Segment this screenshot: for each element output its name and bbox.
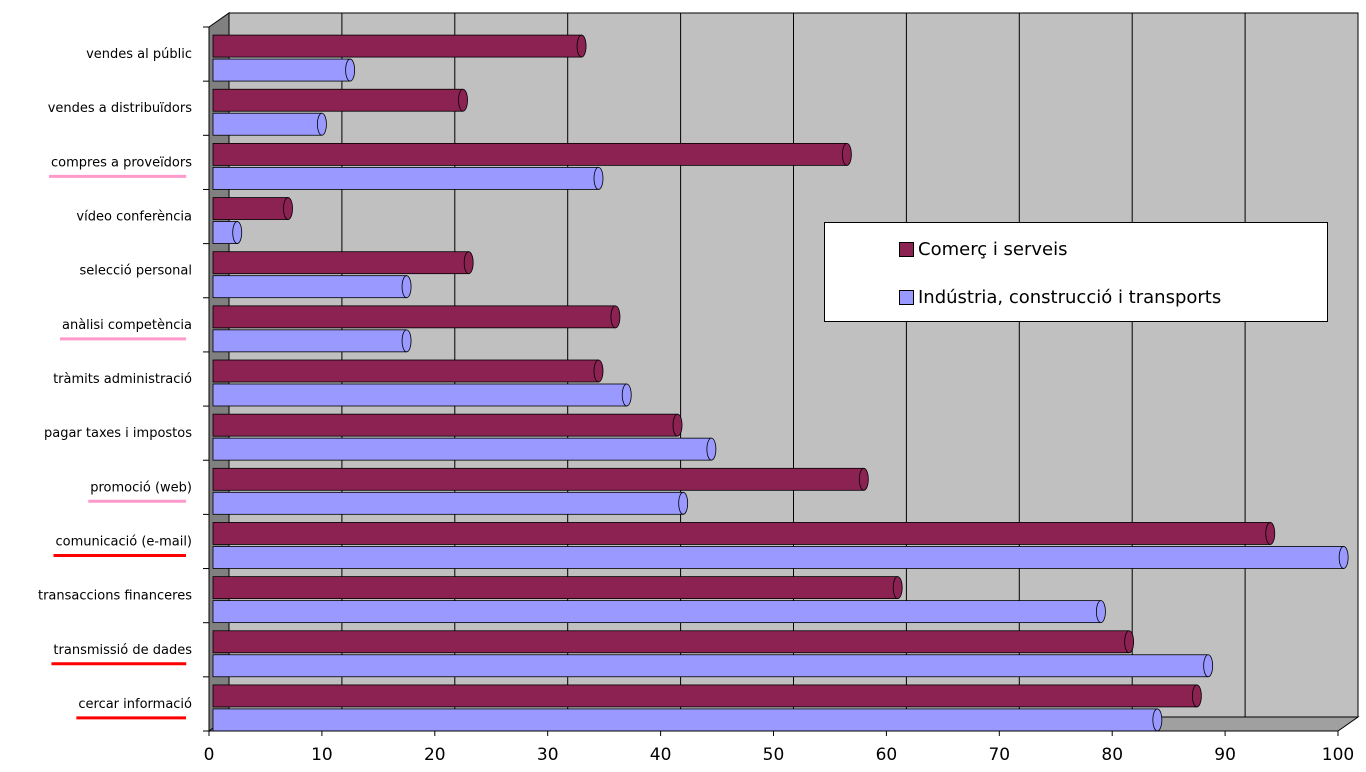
bar-industria [212, 546, 1345, 569]
bar-comerc [212, 88, 464, 112]
bar-cap [458, 88, 468, 112]
legend: Comerç i serveis Indústria, construcció … [824, 222, 1328, 322]
bar-cap [1152, 708, 1163, 732]
bar-industria [212, 58, 351, 82]
bar-comerc [212, 34, 582, 58]
category-label: vendes al públic [86, 47, 192, 62]
category-label: compres a proveïdors [51, 155, 192, 170]
bar-industria [212, 437, 712, 461]
x-tick-label: 100 [1322, 745, 1354, 765]
x-tick-label: 30 [537, 745, 559, 765]
bar-cap [858, 467, 869, 491]
x-tick-label: 80 [1101, 745, 1123, 765]
bar-cap [593, 359, 604, 383]
category-label: transmissió de dades [53, 643, 192, 658]
category-label: pagar taxes i impostos [44, 426, 192, 441]
bar-cap [672, 413, 683, 437]
label-underlines [49, 174, 187, 720]
x-tick-label: 90 [1214, 745, 1236, 765]
bar-cap [892, 576, 903, 600]
bar-cap [345, 58, 356, 82]
bar-industria [212, 329, 407, 353]
bar-industria [212, 708, 1158, 732]
bar-comerc [212, 413, 678, 437]
legend-item-series-1: Comerç i serveis [899, 239, 1068, 260]
legend-swatch [899, 242, 914, 257]
bar-comerc [212, 630, 1130, 654]
category-labels: vendes al públic vendes a distribuïdors co… [38, 47, 192, 712]
category-label: tràmits administració [53, 372, 192, 387]
category-label: selecció personal [79, 264, 192, 279]
bar-comerc [212, 142, 848, 166]
x-tick-label: 0 [204, 745, 215, 765]
bar-cap [576, 34, 587, 58]
bar-comerc [212, 467, 865, 491]
bar-cap [401, 275, 412, 299]
x-tick-label: 60 [876, 745, 898, 765]
bar-industria [212, 166, 599, 190]
bar-cap [463, 251, 474, 275]
bar-cap [678, 491, 689, 515]
x-tick-label: 50 [763, 745, 785, 765]
bar-comerc [212, 359, 599, 383]
legend-swatch [899, 290, 914, 305]
bar-cap [283, 197, 293, 220]
bar-comerc [212, 197, 289, 220]
tick-labels: 0 10 20 30 40 50 60 70 80 90 100 [204, 745, 1355, 765]
bar-cap [593, 166, 604, 190]
bar-cap [1203, 654, 1214, 678]
bar-industria [212, 112, 323, 136]
bar-industria [212, 654, 1209, 678]
x-tick-label: 20 [424, 745, 446, 765]
bar-comerc [212, 305, 616, 329]
bar-industria [212, 383, 628, 407]
bar-cap [841, 142, 852, 166]
axes [203, 26, 1339, 736]
category-label: comunicació (e-mail) [56, 534, 193, 549]
bar-cap [316, 112, 327, 136]
legend-label: Comerç i serveis [918, 239, 1068, 260]
bar-cap [1338, 546, 1349, 569]
bar-cap [1191, 684, 1202, 708]
bar-cap [1265, 522, 1276, 545]
x-tick-label: 40 [650, 745, 672, 765]
bar-cap [232, 221, 243, 244]
category-label: transaccions financeres [38, 589, 192, 604]
bar-comerc [212, 522, 1271, 545]
bar-comerc [212, 576, 899, 600]
bar-cap [1124, 630, 1135, 654]
bar-cap [610, 305, 621, 329]
bars [212, 34, 1349, 732]
x-tick-label: 70 [988, 745, 1010, 765]
bar-cap [1096, 600, 1106, 624]
legend-item-series-2: Indústria, construcció i transports [899, 287, 1221, 308]
legend-label: Indústria, construcció i transports [918, 287, 1222, 308]
bar-industria [212, 275, 407, 299]
bar-cap [706, 437, 717, 461]
category-label: anàlisi competència [62, 318, 192, 333]
category-label: cercar informació [78, 697, 192, 712]
bar-comerc [212, 251, 470, 275]
bar-industria [212, 491, 684, 515]
bar-cap [401, 329, 412, 353]
x-tick-label: 10 [311, 745, 333, 765]
category-label: vídeo conferència [76, 210, 192, 225]
category-label: vendes a distribuïdors [48, 101, 193, 116]
category-label: promoció (web) [90, 480, 192, 495]
bar-industria [212, 600, 1102, 624]
bar-cap [621, 383, 632, 407]
bar-comerc [212, 684, 1198, 708]
